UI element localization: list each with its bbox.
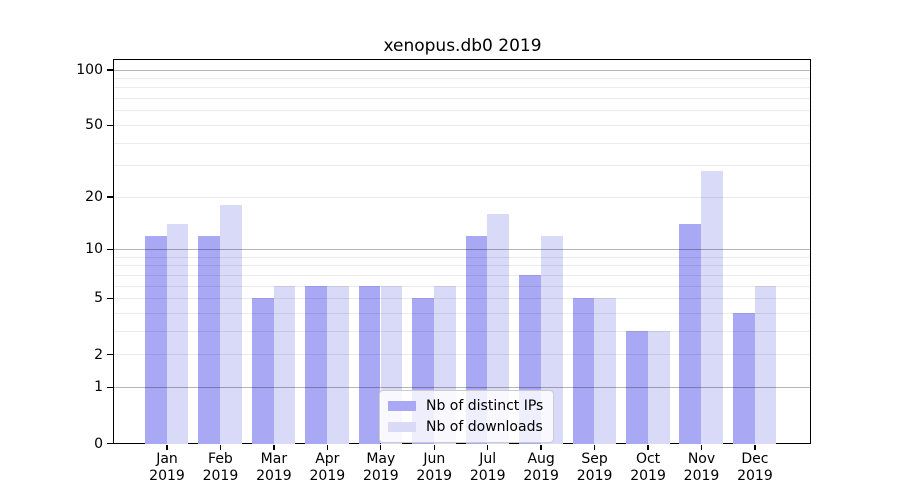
- bar-distinct-ips-nov: [679, 223, 702, 444]
- legend-swatch-distinct-ips-icon: [388, 401, 416, 411]
- legend-entry-distinct-ips: Nb of distinct IPs: [388, 398, 543, 414]
- bar-distinct-ips-oct: [625, 330, 648, 444]
- y-gridline-minor: [114, 110, 810, 112]
- bar-downloads-feb: [220, 204, 242, 444]
- x-tick-label: Oct 2019: [630, 451, 666, 484]
- x-tick-label: Nov 2019: [683, 451, 720, 484]
- y-axis-tick: [107, 69, 113, 71]
- x-axis-tick: [593, 444, 596, 450]
- legend-swatch-downloads-icon: [388, 422, 416, 432]
- legend: Nb of distinct IPs Nb of downloads: [379, 390, 555, 443]
- bar-downloads-jan: [166, 223, 189, 444]
- x-tick-label: Jul 2019: [469, 451, 506, 484]
- bar-downloads-mar: [273, 285, 296, 444]
- y-gridline-minor: [114, 196, 810, 198]
- x-axis-tick: [433, 444, 435, 450]
- x-tick-label: Apr 2019: [309, 451, 346, 484]
- y-tick-label: 1: [94, 379, 103, 396]
- y-axis-tick: [107, 196, 113, 198]
- x-tick-label: Jan 2019: [149, 451, 185, 484]
- y-axis-tick: [107, 124, 113, 126]
- bar-downloads-sep: [594, 298, 617, 444]
- x-tick-label: May 2019: [362, 451, 399, 484]
- bar-downloads-dec: [754, 285, 777, 444]
- bar-distinct-ips-feb: [198, 235, 221, 444]
- x-axis-tick: [540, 444, 542, 450]
- y-axis-tick: [107, 386, 113, 389]
- bar-downloads-jul: [487, 213, 510, 444]
- y-tick-label: 0: [94, 435, 103, 452]
- bar-distinct-ips-jan: [144, 235, 167, 444]
- y-gridline-major: [114, 69, 810, 71]
- bar-distinct-ips-may: [358, 285, 381, 444]
- x-tick-label: Dec 2019: [737, 451, 773, 484]
- y-gridline-minor: [114, 78, 810, 80]
- y-gridline-major: [114, 249, 810, 251]
- x-tick-label: Feb 2019: [202, 451, 239, 484]
- legend-label-downloads: Nb of downloads: [426, 419, 543, 435]
- plot-area: Nb of distinct IPs Nb of downloads: [113, 59, 811, 444]
- y-gridline-minor: [114, 285, 810, 287]
- x-tick-label: Aug 2019: [523, 451, 559, 484]
- y-gridline-minor: [114, 98, 810, 100]
- y-gridline-minor: [114, 330, 810, 332]
- y-gridline-minor: [114, 87, 810, 89]
- x-axis-tick: [487, 444, 489, 450]
- y-gridline-minor: [114, 274, 810, 276]
- y-tick-label: 5: [94, 290, 103, 307]
- x-tick-label: Mar 2019: [256, 451, 292, 484]
- bar-distinct-ips-sep: [572, 298, 595, 444]
- bar-downloads-apr: [327, 285, 349, 444]
- legend-label-distinct-ips: Nb of distinct IPs: [426, 398, 544, 414]
- x-axis-tick: [647, 444, 649, 450]
- x-axis-tick: [326, 444, 329, 450]
- bar-distinct-ips-apr: [305, 285, 328, 444]
- y-tick-label: 20: [85, 189, 103, 206]
- x-axis-tick: [380, 444, 382, 450]
- x-tick-label: Jun 2019: [416, 451, 453, 484]
- x-axis-tick: [219, 444, 222, 450]
- legend-entry-downloads: Nb of downloads: [388, 419, 543, 435]
- x-axis-tick: [166, 444, 168, 450]
- x-axis-tick: [754, 444, 756, 450]
- bar-downloads-nov: [701, 170, 723, 444]
- y-tick-label: 10: [85, 241, 103, 258]
- y-axis-tick: [107, 353, 113, 356]
- y-gridline-minor: [114, 265, 810, 267]
- bar-distinct-ips-mar: [251, 298, 274, 444]
- x-axis-tick: [273, 444, 275, 450]
- y-gridline-minor: [114, 256, 810, 258]
- y-tick-label: 2: [94, 346, 103, 363]
- y-gridline-minor: [114, 142, 810, 144]
- bar-distinct-ips-dec: [732, 312, 755, 444]
- y-axis-tick: [107, 248, 113, 251]
- chart-title: xenopus.db0 2019: [383, 36, 542, 56]
- y-gridline-minor: [114, 354, 810, 356]
- y-tick-label: 50: [85, 117, 103, 134]
- y-tick-label: 100: [76, 61, 103, 78]
- y-axis-tick: [107, 297, 113, 300]
- x-axis-tick: [700, 444, 703, 450]
- y-axis-tick: [107, 442, 113, 445]
- y-gridline-major: [114, 387, 810, 389]
- y-gridline-minor: [114, 298, 810, 300]
- y-gridline-minor: [114, 312, 810, 314]
- y-gridline-minor: [114, 165, 810, 167]
- x-tick-label: Sep 2019: [576, 451, 613, 484]
- y-gridline-minor: [114, 124, 810, 126]
- bar-downloads-oct: [647, 330, 670, 444]
